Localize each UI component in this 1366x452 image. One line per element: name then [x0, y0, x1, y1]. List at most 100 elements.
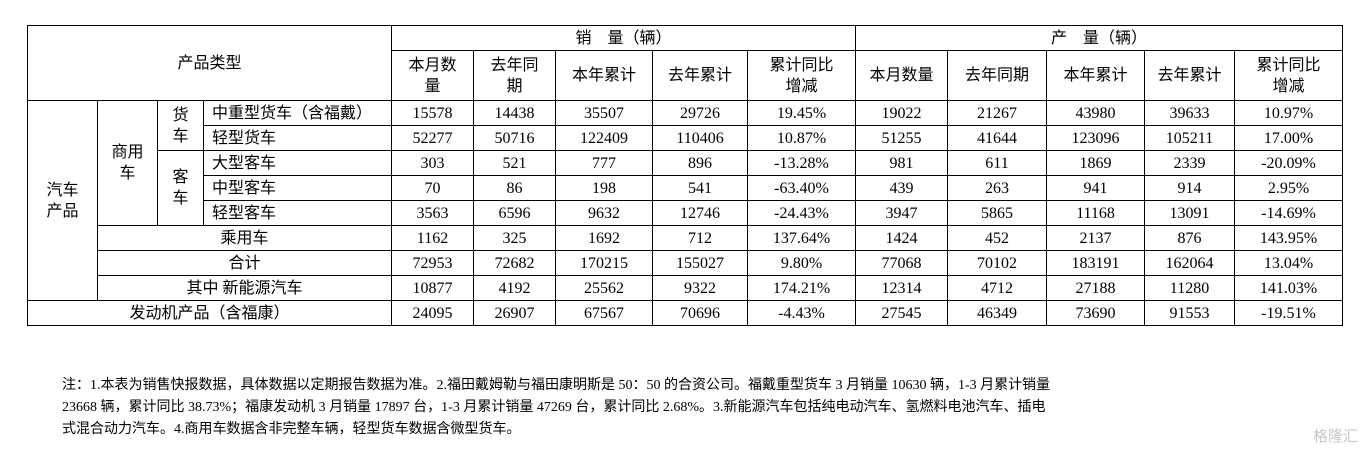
value-cell: 162064	[1144, 250, 1235, 276]
value-cell: 52277	[391, 125, 474, 151]
header-cell: 本月数量	[855, 50, 948, 101]
value-cell: 3947	[855, 200, 948, 226]
row-label: 轻型客车	[203, 200, 392, 226]
group-cell: 汽车产品	[27, 100, 98, 301]
value-cell: 2339	[1144, 150, 1235, 176]
data-row: 轻型客车 3563 6596 9632 12746 -24.43% 3947 5865 1116…	[28, 200, 1343, 226]
value-cell: 70	[391, 175, 474, 201]
value-cell: 27545	[855, 300, 948, 326]
value-cell: 2.95%	[1234, 175, 1343, 201]
row-label: 发动机产品（含福康）	[27, 300, 392, 326]
value-cell: 122409	[555, 125, 653, 151]
value-cell: 73690	[1046, 300, 1145, 326]
value-cell: -13.28%	[747, 150, 856, 176]
row-label: 轻型货车	[203, 125, 392, 151]
row-label: 其中 新能源汽车	[97, 275, 392, 301]
data-row: 客车 大型客车 303 521 777 896 -13.28% 981 611 1869 2339-…	[28, 150, 1343, 226]
header-text: 本月数量	[869, 67, 934, 84]
note-line: 注：1.本表为销售快报数据，具体数据以定期报告数据为准。2.福田戴姆勒与福田康明…	[62, 378, 1051, 393]
header-text: 本年累计	[571, 67, 636, 84]
value-cell: 325	[473, 225, 556, 251]
footnote: 注：1.本表为销售快报数据，具体数据以定期报告数据为准。2.福田戴姆勒与福田康明…	[62, 375, 1050, 441]
value-cell: 14438	[473, 100, 556, 126]
value-cell: 183191	[1046, 250, 1145, 276]
header-text: 累计同比增减	[769, 56, 834, 95]
row-label: 中重型货车（含福戴）	[203, 100, 392, 126]
value-cell: 137.64%	[747, 225, 856, 251]
value-cell: 46349	[947, 300, 1047, 326]
value-cell: 4712	[947, 275, 1047, 301]
header-cell: 累计同比增减	[747, 50, 856, 101]
value-cell: 263	[947, 175, 1047, 201]
value-cell: 521	[473, 150, 556, 176]
header-cell: 去年同期	[947, 50, 1047, 101]
value-cell: 105211	[1144, 125, 1235, 151]
value-cell: 25562	[555, 275, 653, 301]
row-label: 中型客车	[203, 175, 392, 201]
value-cell: 10877	[391, 275, 474, 301]
value-cell: 174.21%	[747, 275, 856, 301]
value-cell: 9322	[652, 275, 748, 301]
value-cell: 110406	[652, 125, 748, 151]
header-cell: 去年同期	[473, 50, 556, 101]
header-cell: 去年累计	[652, 50, 748, 101]
value-cell: 72682	[473, 250, 556, 276]
value-cell: 86	[473, 175, 556, 201]
value-cell: 39633	[1144, 100, 1235, 126]
group-cell: 客车	[157, 150, 204, 226]
value-cell: 6596	[473, 200, 556, 226]
header-text: 去年同期	[490, 56, 539, 95]
data-row: 发动机产品（含福康） 24095 26907 67567 70696 -4.43% 2754…	[27, 300, 1343, 326]
value-cell: 2137	[1046, 225, 1145, 251]
data-row: 乘用车 1162 325 1692 712 137.64% 1424 452 2137 876 14…	[28, 225, 1343, 251]
header-cell: 产品类型	[27, 25, 392, 101]
value-cell: 12314	[855, 275, 948, 301]
value-cell: 452	[947, 225, 1047, 251]
data-row: 其中 新能源汽车 10877 4192 25562 9322 174.21% 12314 47…	[28, 275, 1343, 301]
value-cell: 611	[947, 150, 1047, 176]
value-cell: 941	[1046, 175, 1145, 201]
value-cell: 876	[1144, 225, 1235, 251]
value-cell: 19.45%	[747, 100, 856, 126]
value-cell: 51255	[855, 125, 948, 151]
value-cell: 26907	[473, 300, 556, 326]
value-cell: 17.00%	[1234, 125, 1343, 151]
value-cell: 981	[855, 150, 948, 176]
value-cell: 303	[391, 150, 474, 176]
data-row: 汽车产品 商用车 货车 中重型货车（含福戴） 15578 14438 35507 29726 1…	[27, 100, 1343, 301]
value-cell: 1162	[391, 225, 474, 251]
value-cell: 914	[1144, 175, 1235, 201]
header-text: 去年同期	[964, 67, 1029, 84]
value-cell: 27188	[1046, 275, 1145, 301]
value-cell: 67567	[555, 300, 653, 326]
value-cell: 35507	[555, 100, 653, 126]
group-cell: 商用车	[97, 100, 158, 226]
data-row: 合计 72953 72682 170215 155027 9.80% 77068 70102 1…	[28, 250, 1343, 276]
header-text: 累计同比增减	[1256, 56, 1321, 95]
value-cell: 50716	[473, 125, 556, 151]
note-line: 23668 辆，累计同比 38.73%；福康发动机 3 月销量 17897 台，…	[62, 400, 1046, 415]
value-cell: 3563	[391, 200, 474, 226]
header-cell: 本年累计	[555, 50, 653, 101]
value-cell: 70696	[652, 300, 748, 326]
row-label: 大型客车	[203, 150, 392, 176]
value-cell: -63.40%	[747, 175, 856, 201]
data-row: 中型客车 70 86 198 541 -63.40% 439 263 941 914 2.95%	[28, 175, 1343, 201]
value-cell: 4192	[473, 275, 556, 301]
value-cell: -4.43%	[747, 300, 856, 326]
group-cell: 货车	[157, 100, 204, 151]
value-cell: 13.04%	[1234, 250, 1343, 276]
header-row: 产品类型销 量（辆）产 量（辆）	[27, 25, 1343, 101]
value-cell: 12746	[652, 200, 748, 226]
header-text: 去年累计	[667, 67, 732, 84]
value-cell: 155027	[652, 250, 748, 276]
value-cell: -19.51%	[1234, 300, 1343, 326]
value-cell: 11280	[1144, 275, 1235, 301]
row-label: 乘用车	[97, 225, 392, 251]
value-cell: 43980	[1046, 100, 1145, 126]
value-cell: 91553	[1144, 300, 1235, 326]
value-cell: 15578	[391, 100, 474, 126]
row-label: 合计	[97, 250, 392, 276]
data-row: 轻型货车 52277 50716 122409 110406 10.87% 51255 416…	[28, 125, 1343, 151]
value-cell: 198	[555, 175, 653, 201]
